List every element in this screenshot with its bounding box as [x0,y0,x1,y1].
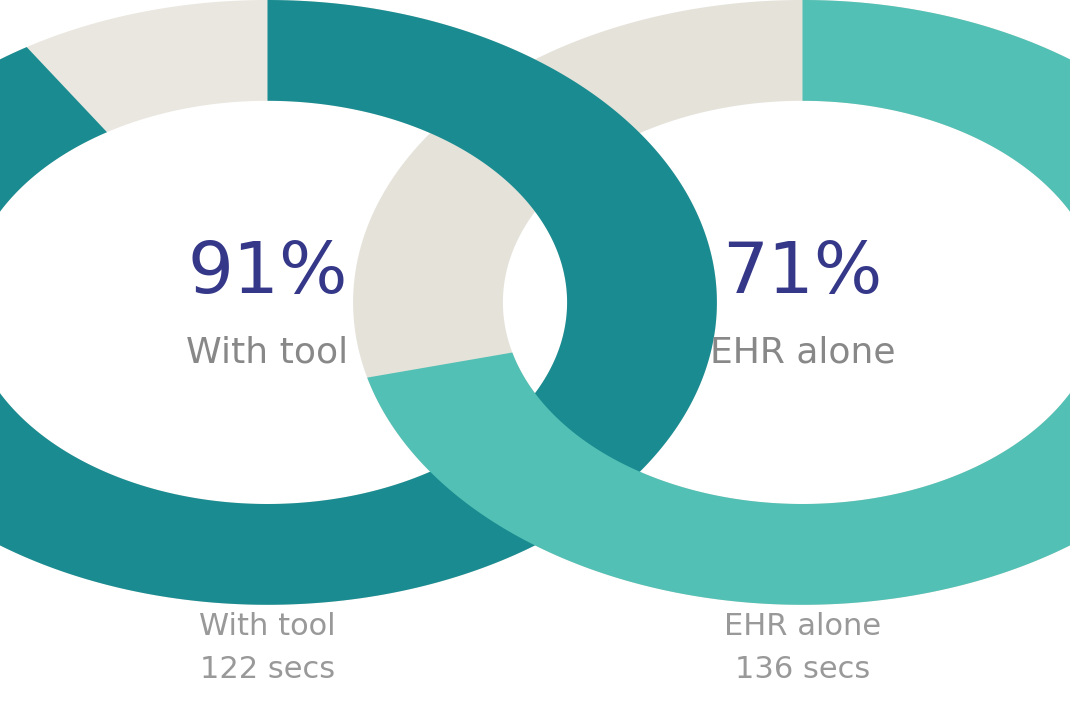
Polygon shape [0,0,717,605]
Text: 122 secs: 122 secs [200,655,335,684]
Text: With tool: With tool [186,336,349,370]
Text: 136 secs: 136 secs [735,655,870,684]
Polygon shape [367,0,1070,605]
Text: EHR alone: EHR alone [709,336,896,370]
Text: 71%: 71% [722,239,883,308]
Polygon shape [353,0,1070,605]
Text: 91%: 91% [187,239,348,308]
Text: With tool: With tool [199,612,336,641]
Polygon shape [0,0,717,605]
Text: EHR alone: EHR alone [724,612,881,641]
